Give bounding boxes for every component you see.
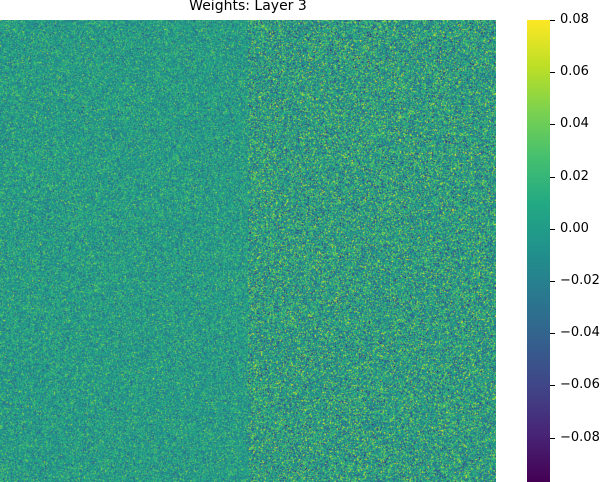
colorbar-tick-mark [550,281,555,282]
colorbar-tick-mark [550,385,555,386]
colorbar-tick-label: 0.08 [560,12,589,27]
colorbar-tick-mark [550,72,555,73]
colorbar-tick-label: 0.06 [560,64,589,79]
colorbar [527,20,550,482]
colorbar-tick-mark [550,229,555,230]
colorbar-tick-mark [550,333,555,334]
colorbar-tick-label: −0.08 [560,430,600,445]
colorbar-tick-mark [550,177,555,178]
colorbar-tick-label: 0.00 [560,221,589,236]
colorbar-tick-mark [550,20,555,21]
colorbar-tick-mark [550,124,555,125]
heatmap-plot [0,20,496,482]
chart-title: Weights: Layer 3 [189,0,307,14]
colorbar-tick-mark [550,438,555,439]
colorbar-tick-label: −0.04 [560,325,600,340]
colorbar-tick-label: −0.02 [560,273,600,288]
colorbar-tick-label: −0.06 [560,377,600,392]
colorbar-tick-label: 0.02 [560,169,589,184]
colorbar-tick-label: 0.04 [560,116,589,131]
